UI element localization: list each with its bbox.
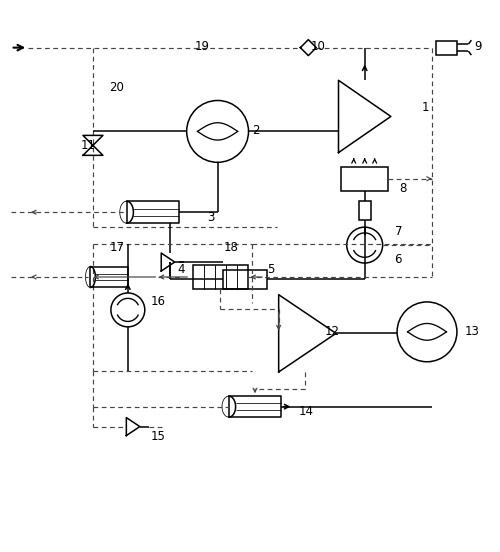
Text: 16: 16 bbox=[150, 295, 166, 309]
Text: 3: 3 bbox=[208, 211, 215, 224]
Text: 15: 15 bbox=[150, 430, 165, 443]
Text: 18: 18 bbox=[224, 241, 239, 253]
Text: 2: 2 bbox=[252, 124, 260, 137]
Text: 11: 11 bbox=[80, 139, 96, 152]
Text: 20: 20 bbox=[110, 81, 124, 94]
Bar bbox=[358, 201, 370, 220]
Text: 5: 5 bbox=[268, 263, 275, 276]
Text: 7: 7 bbox=[394, 225, 402, 237]
Bar bbox=[436, 41, 458, 55]
Text: 14: 14 bbox=[298, 405, 314, 418]
Text: 12: 12 bbox=[325, 325, 340, 338]
Text: 13: 13 bbox=[464, 325, 479, 338]
Text: 19: 19 bbox=[195, 40, 210, 53]
Text: 8: 8 bbox=[400, 182, 407, 195]
Bar bbox=[222, 270, 268, 289]
Bar bbox=[341, 167, 388, 191]
Text: 17: 17 bbox=[110, 241, 124, 253]
Text: 9: 9 bbox=[474, 40, 482, 53]
Text: 1: 1 bbox=[422, 101, 430, 114]
Text: 10: 10 bbox=[311, 40, 326, 53]
Bar bbox=[192, 264, 248, 289]
Text: 4: 4 bbox=[178, 263, 185, 276]
Text: 6: 6 bbox=[394, 253, 402, 266]
